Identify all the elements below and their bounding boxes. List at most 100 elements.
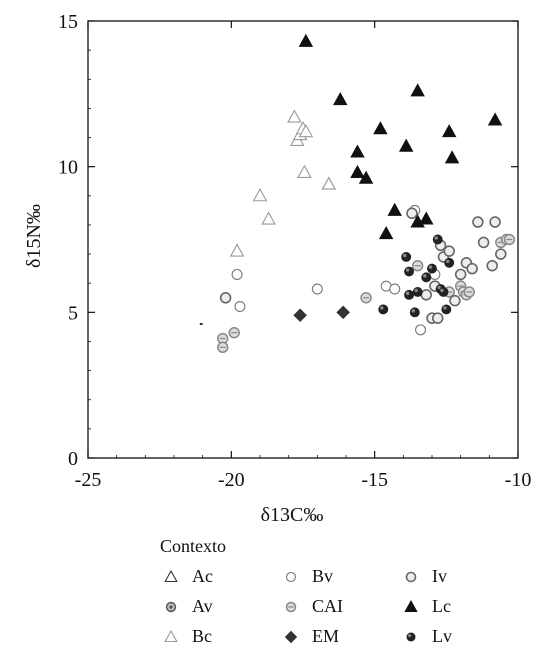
data-point bbox=[398, 138, 414, 152]
data-point bbox=[404, 266, 415, 277]
series-em bbox=[293, 305, 350, 323]
legend-marker-icon bbox=[285, 571, 297, 582]
data-point bbox=[333, 92, 348, 106]
x-ticks: -25 -20 -15 -10 bbox=[75, 21, 532, 491]
y-ticks: 0 5 10 15 bbox=[58, 11, 518, 470]
data-point bbox=[350, 144, 365, 158]
legend-label: Bv bbox=[312, 566, 334, 586]
series-cai bbox=[217, 233, 516, 353]
data-point bbox=[287, 109, 302, 123]
data-point bbox=[463, 286, 475, 298]
y-axis-title: δ15N‰ bbox=[23, 204, 45, 268]
x-axis-title: δ13C‰ bbox=[261, 504, 324, 526]
data-point bbox=[409, 307, 420, 318]
data-point bbox=[420, 289, 433, 301]
data-point bbox=[358, 170, 374, 184]
legend-item-cai: CAI bbox=[280, 593, 400, 620]
data-point bbox=[486, 259, 498, 272]
legend-marker-icon bbox=[165, 601, 177, 612]
legend-label: Bc bbox=[192, 626, 212, 646]
data-point bbox=[477, 236, 490, 249]
series-bc bbox=[229, 109, 337, 257]
data-point bbox=[387, 202, 402, 216]
data-point bbox=[495, 248, 507, 260]
y-tick-label: 10 bbox=[58, 157, 78, 179]
legend-marker bbox=[285, 601, 297, 612]
data-point bbox=[449, 294, 461, 307]
data-point bbox=[489, 216, 501, 228]
legend-item-bv: Bv bbox=[280, 563, 400, 590]
legend-marker bbox=[164, 629, 178, 642]
legend-marker bbox=[164, 569, 178, 582]
legend-item-iv: Iv bbox=[400, 563, 510, 590]
data-point bbox=[503, 233, 516, 246]
x-tick-label: -10 bbox=[505, 469, 532, 491]
data-point bbox=[229, 243, 245, 257]
data-point bbox=[217, 341, 229, 353]
data-point bbox=[401, 252, 412, 262]
data-point bbox=[298, 123, 314, 138]
legend-title: Contexto bbox=[160, 536, 226, 556]
legend-label: Iv bbox=[432, 566, 447, 586]
legend-marker-icon bbox=[406, 632, 416, 641]
legend-marker bbox=[404, 599, 418, 612]
legend-marker-icon bbox=[404, 599, 418, 612]
series-lv bbox=[378, 234, 455, 318]
legend-marker bbox=[406, 632, 416, 641]
data-point bbox=[219, 292, 232, 304]
y-tick-label: 0 bbox=[68, 448, 78, 470]
legend-item-lc: Lc bbox=[400, 593, 510, 620]
data-point bbox=[297, 164, 312, 178]
data-point bbox=[378, 304, 389, 315]
data-point bbox=[234, 301, 246, 313]
x-tick-label: -20 bbox=[218, 469, 245, 491]
data-point bbox=[441, 124, 457, 138]
data-point bbox=[293, 308, 307, 323]
y-tick-label: 15 bbox=[58, 11, 78, 33]
legend-item-ac: Ac bbox=[160, 563, 280, 590]
legend-item-em: EM bbox=[280, 623, 400, 650]
data-point bbox=[350, 164, 365, 178]
data-point bbox=[432, 234, 443, 245]
legend-items: Ac Av Bc Bv CAI EM Iv Lc Lv bbox=[160, 563, 520, 650]
legend-marker-icon bbox=[164, 569, 178, 582]
plot-frame bbox=[87, 20, 519, 459]
data-point bbox=[444, 150, 460, 164]
data-point bbox=[427, 263, 437, 274]
legend-marker-icon bbox=[164, 629, 178, 642]
legend-label: Av bbox=[192, 596, 213, 616]
axes bbox=[87, 20, 519, 459]
legend-marker bbox=[284, 630, 298, 643]
legend-label: CAI bbox=[312, 596, 343, 616]
y-tick-label: 5 bbox=[68, 302, 78, 324]
legend-marker bbox=[165, 601, 177, 612]
data-point bbox=[487, 112, 503, 126]
data-point bbox=[261, 211, 276, 225]
legend-label: EM bbox=[312, 626, 339, 646]
data-point bbox=[298, 33, 314, 47]
legend-label: Lc bbox=[432, 596, 451, 616]
data-point bbox=[419, 211, 434, 225]
data-point bbox=[454, 268, 467, 281]
x-tick-label: -15 bbox=[361, 469, 388, 491]
data-point bbox=[321, 176, 337, 190]
legend-marker-icon bbox=[285, 601, 297, 612]
data-point bbox=[441, 304, 452, 315]
data-point bbox=[431, 312, 444, 324]
data-point bbox=[373, 121, 388, 135]
data-point bbox=[252, 188, 268, 202]
data-point bbox=[438, 286, 449, 297]
data-point bbox=[410, 83, 425, 97]
legend-item-av: Av bbox=[160, 593, 280, 620]
data-point bbox=[466, 262, 478, 275]
data-point bbox=[311, 283, 323, 295]
legend-label: Ac bbox=[192, 566, 213, 586]
data-point bbox=[360, 292, 372, 304]
data-point bbox=[378, 226, 394, 240]
data-point bbox=[415, 324, 427, 336]
data-point bbox=[336, 305, 350, 320]
data-point bbox=[228, 327, 240, 339]
series-iv bbox=[219, 207, 507, 324]
data-point bbox=[472, 216, 484, 228]
series-lc bbox=[298, 33, 503, 240]
